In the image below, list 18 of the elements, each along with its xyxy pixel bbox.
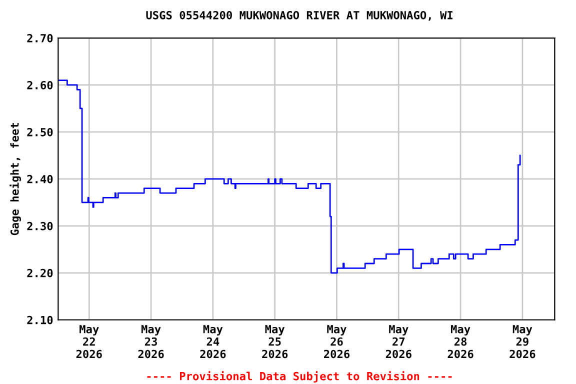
y-tick-label: 2.50 [27, 128, 53, 136]
x-tick-label: May 26 2026 [324, 325, 350, 358]
y-tick-label: 2.30 [27, 222, 53, 230]
x-tick-label: May 24 2026 [200, 325, 226, 358]
y-tick-label: 2.70 [27, 34, 53, 42]
y-tick-label: 2.20 [27, 268, 53, 278]
y-axis-title: Gage height, feet [10, 122, 21, 236]
x-tick-label: May 25 2026 [262, 325, 288, 358]
chart-title: USGS 05544200 MUKWONAGO RIVER AT MUKWONAGO, WI [146, 10, 452, 21]
x-tick-label: May 28 2026 [448, 325, 474, 358]
x-tick-label: May 23 2026 [138, 325, 164, 358]
x-tick-label: May 22 2026 [76, 325, 102, 358]
x-tick-label: May 29 2026 [510, 325, 536, 358]
x-tick-label: May 27 2026 [386, 325, 412, 358]
y-tick-label: 2.60 [27, 80, 53, 90]
y-tick-label: 2.40 [27, 174, 53, 184]
text: ---- Provisional Data Subject to Revision ---- [147, 371, 452, 382]
y-tick-label: 2.10 [27, 316, 53, 324]
